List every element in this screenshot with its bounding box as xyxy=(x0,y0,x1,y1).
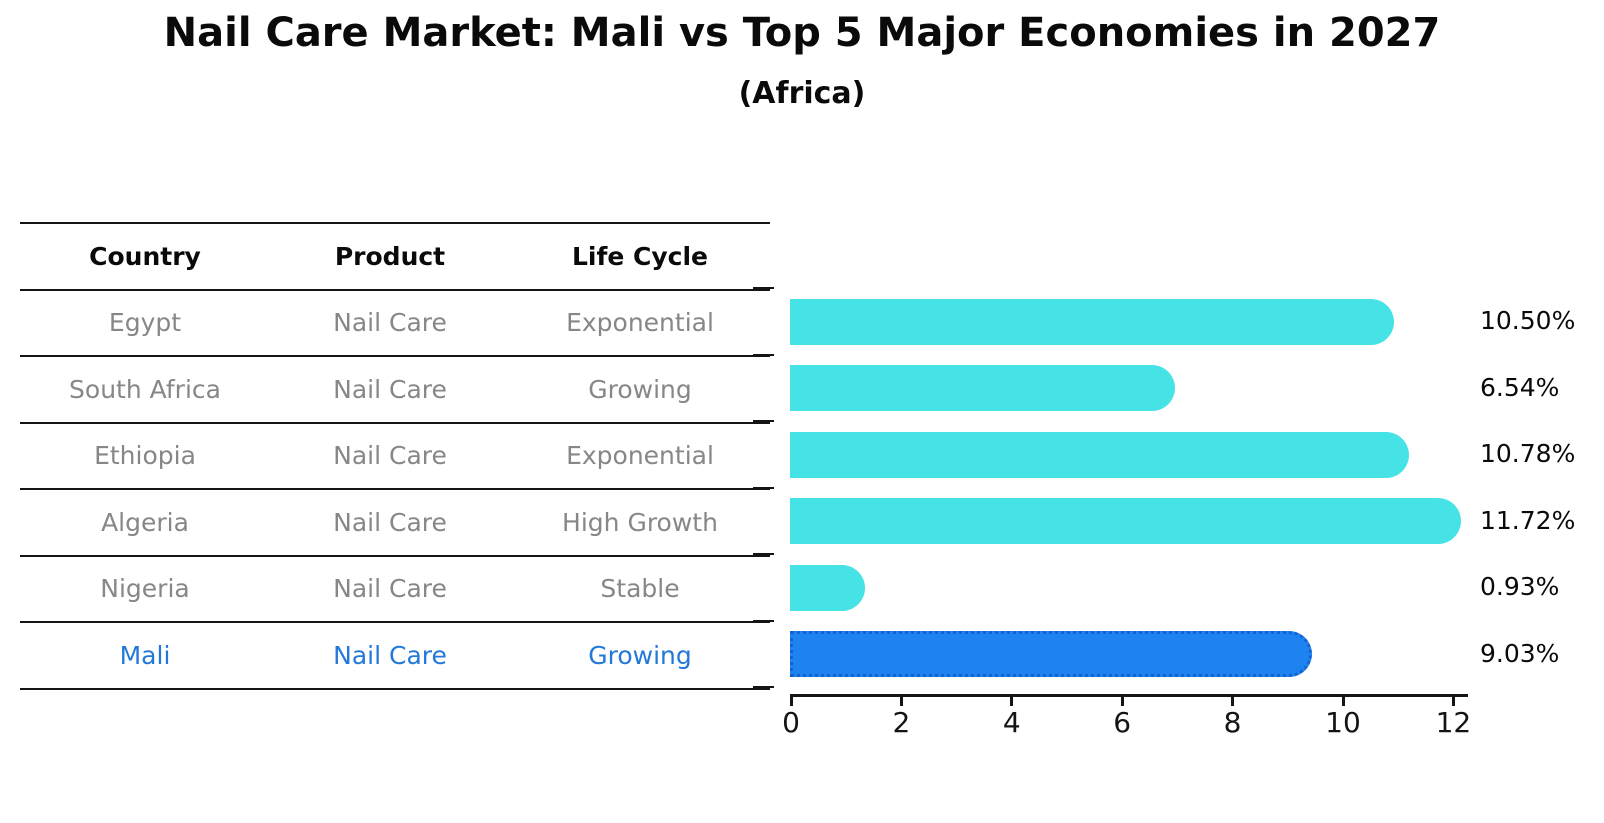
x-axis-tick-label: 4 xyxy=(1002,706,1021,739)
bar-ethiopia xyxy=(790,431,1410,478)
x-axis-tick-label: 12 xyxy=(1435,706,1472,739)
table-row: Algeria Nail Care High Growth xyxy=(20,490,770,557)
bar-value-label: 9.03% xyxy=(1480,638,1560,668)
cell-product: Nail Care xyxy=(333,441,447,471)
cell-life-cycle: Growing xyxy=(588,374,692,404)
bar-algeria xyxy=(790,498,1461,544)
x-axis-tick xyxy=(1451,697,1455,706)
cell-country: Mali xyxy=(119,640,171,670)
x-axis-line xyxy=(790,694,1468,697)
chart-title: Nail Care Market: Mali vs Top 5 Major Ec… xyxy=(163,10,1441,56)
table-row: Mali Nail Care Growing xyxy=(20,623,770,690)
cell-country: South Africa xyxy=(69,374,221,404)
bar-nigeria xyxy=(790,564,866,611)
cell-product: Nail Care xyxy=(333,308,447,338)
y-axis-tick xyxy=(753,686,774,688)
chart-subtitle: (Africa) xyxy=(738,76,866,111)
x-axis-tick-label: 6 xyxy=(1113,706,1132,739)
x-axis-tick xyxy=(1010,697,1014,706)
table-row: Nigeria Nail Care Stable xyxy=(20,557,770,623)
cell-life-cycle: Growing xyxy=(588,640,692,670)
bar-south-africa xyxy=(790,365,1175,411)
x-axis-tick xyxy=(899,697,903,706)
table-row: South Africa Nail Care Growing xyxy=(20,357,770,424)
x-axis-tick xyxy=(1120,697,1124,706)
x-axis-tick-label: 0 xyxy=(782,706,800,739)
cell-product: Nail Care xyxy=(333,374,447,404)
cell-life-cycle: High Growth xyxy=(562,507,718,537)
bar-highlighted-mali xyxy=(790,631,1313,677)
x-axis-tick-label: 8 xyxy=(1223,706,1242,739)
cell-product: Nail Care xyxy=(333,640,447,670)
x-axis-tick xyxy=(1231,697,1235,706)
cell-life-cycle: Stable xyxy=(600,574,680,604)
table-header-row: Country Product Life Cycle xyxy=(20,222,770,291)
x-axis-tick xyxy=(789,697,793,706)
country-table: Country Product Life Cycle Egypt Nail Car… xyxy=(20,222,770,690)
table-row: Egypt Nail Care Exponential xyxy=(20,291,770,357)
bar-value-label: 11.72% xyxy=(1480,505,1576,535)
bar-egypt xyxy=(790,298,1394,345)
y-axis-tick xyxy=(753,287,774,289)
cell-life-cycle: Exponential xyxy=(566,308,714,338)
table-body: Egypt Nail Care Exponential South Africa Nai… xyxy=(20,291,770,690)
column-header-product: Product xyxy=(334,241,446,271)
bar-value-label: 6.54% xyxy=(1480,372,1560,402)
y-axis-tick xyxy=(753,619,774,622)
cell-country: Algeria xyxy=(101,507,189,537)
x-axis-tick-label: 2 xyxy=(892,706,911,739)
y-axis-tick xyxy=(753,486,774,489)
cell-life-cycle: Exponential xyxy=(566,441,714,471)
cell-product: Nail Care xyxy=(333,574,447,604)
y-axis-tick xyxy=(753,553,774,555)
y-axis-tick xyxy=(753,353,774,356)
x-axis-tick-label: 10 xyxy=(1325,706,1361,739)
bar-plot: 0 2 4 6 8 10 12 xyxy=(753,287,1471,738)
table-row: Ethiopia Nail Care Exponential xyxy=(20,424,770,490)
bar-value-label: 10.50% xyxy=(1480,306,1576,336)
cell-country: Egypt xyxy=(108,308,182,338)
cell-country: Nigeria xyxy=(100,574,190,604)
column-header-life-cycle: Life Cycle xyxy=(571,241,709,271)
cell-country: Ethiopia xyxy=(94,441,196,471)
cell-product: Nail Care xyxy=(333,507,447,537)
y-axis-tick xyxy=(753,420,774,422)
column-header-country: Country xyxy=(89,241,201,271)
bar-value-label: 10.78% xyxy=(1480,439,1576,469)
x-axis-tick xyxy=(1341,697,1345,706)
bar-value-label: 0.93% xyxy=(1480,572,1560,602)
